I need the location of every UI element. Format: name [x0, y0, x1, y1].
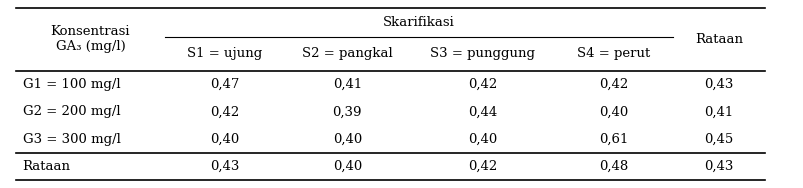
Text: 0,45: 0,45 — [703, 133, 733, 146]
Text: 0,40: 0,40 — [210, 133, 238, 146]
Text: 0,44: 0,44 — [467, 105, 496, 118]
Text: 0,43: 0,43 — [703, 78, 733, 91]
Text: 0,39: 0,39 — [332, 105, 361, 118]
Text: Konsentrasi
GA₃ (mg/l): Konsentrasi GA₃ (mg/l) — [51, 25, 130, 53]
Text: 0,42: 0,42 — [467, 160, 496, 173]
Text: Rataan: Rataan — [695, 33, 742, 45]
Text: Skarifikasi: Skarifikasi — [382, 16, 454, 29]
Text: 0,47: 0,47 — [210, 78, 238, 91]
Text: S1 = ujung: S1 = ujung — [186, 47, 262, 60]
Text: 0,61: 0,61 — [598, 133, 627, 146]
Text: 0,40: 0,40 — [332, 160, 361, 173]
Text: 0,40: 0,40 — [467, 133, 496, 146]
Text: 0,41: 0,41 — [332, 78, 361, 91]
Text: G1 = 100 mg/l: G1 = 100 mg/l — [22, 78, 120, 91]
Text: G2 = 200 mg/l: G2 = 200 mg/l — [22, 105, 120, 118]
Text: S4 = perut: S4 = perut — [576, 47, 650, 60]
Text: G3 = 300 mg/l: G3 = 300 mg/l — [22, 133, 120, 146]
Text: 0,42: 0,42 — [598, 78, 627, 91]
Text: 0,40: 0,40 — [332, 133, 361, 146]
Text: Rataan: Rataan — [22, 160, 71, 173]
Text: 0,48: 0,48 — [598, 160, 627, 173]
Text: S2 = pangkal: S2 = pangkal — [302, 47, 392, 60]
Text: 0,40: 0,40 — [598, 105, 627, 118]
Text: S3 = punggung: S3 = punggung — [430, 47, 534, 60]
Text: 0,41: 0,41 — [703, 105, 733, 118]
Text: 0,42: 0,42 — [467, 78, 496, 91]
Text: 0,43: 0,43 — [210, 160, 238, 173]
Text: 0,42: 0,42 — [210, 105, 238, 118]
Text: 0,43: 0,43 — [703, 160, 733, 173]
